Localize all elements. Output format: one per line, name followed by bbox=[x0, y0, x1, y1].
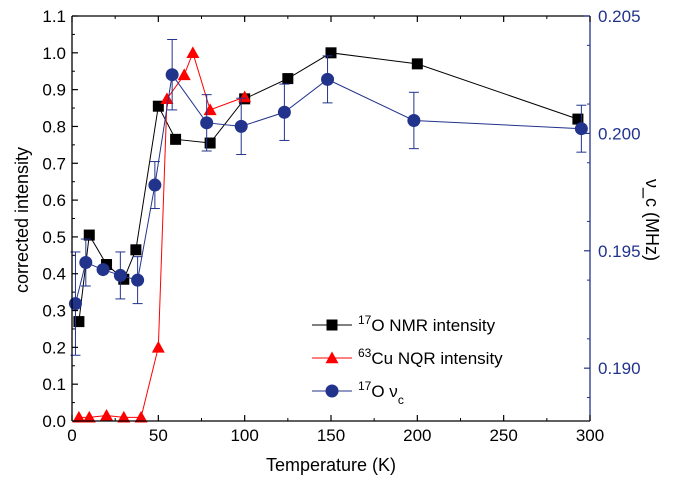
data-point-o17-nmr bbox=[204, 137, 216, 149]
legend: 17O NMR intensity 63Cu NQR intensity 17O ν… bbox=[312, 313, 503, 407]
data-point-cu63-nqr bbox=[203, 103, 217, 116]
y-tick-label-left: 0.5 bbox=[42, 228, 66, 247]
data-point-o17-nmr bbox=[572, 113, 584, 125]
data-point-o17-nmr bbox=[170, 133, 182, 145]
data-point-cu63-nqr bbox=[72, 410, 86, 423]
x-tick-label: 100 bbox=[230, 426, 258, 445]
data-point-o17-nuc bbox=[574, 122, 588, 136]
data-point-o17-nmr bbox=[325, 47, 337, 59]
data-point-o17-nuc bbox=[234, 119, 248, 133]
data-point-o17-nmr bbox=[411, 58, 423, 70]
x-axis-title: Temperature (K) bbox=[266, 455, 396, 475]
data-point-o17-nuc bbox=[131, 273, 145, 287]
data-point-o17-nuc bbox=[113, 268, 127, 282]
data-point-cu63-nqr bbox=[160, 92, 174, 105]
data-point-o17-nuc bbox=[68, 297, 82, 311]
x-tick-label: 250 bbox=[489, 426, 517, 445]
legend-label: 63Cu NQR intensity bbox=[358, 346, 503, 368]
y-tick-label-left: 0.0 bbox=[42, 412, 66, 431]
legend-label: 17O νc bbox=[358, 379, 404, 407]
data-point-o17-nuc bbox=[165, 68, 179, 82]
x-tick-label: 150 bbox=[317, 426, 345, 445]
data-point-o17-nuc bbox=[79, 256, 93, 270]
data-point-o17-nmr bbox=[73, 316, 85, 328]
series-layer bbox=[68, 38, 588, 423]
y-tick-label-left: 1.1 bbox=[42, 7, 66, 26]
y-tick-label-left: 0.3 bbox=[42, 302, 66, 321]
data-point-cu63-nqr bbox=[177, 68, 191, 81]
y-tick-label-left: 0.1 bbox=[42, 375, 66, 394]
x-tick-label: 0 bbox=[67, 426, 76, 445]
data-point-o17-nuc bbox=[277, 105, 291, 119]
series-o17-nuc bbox=[68, 38, 588, 356]
data-point-o17-nmr bbox=[130, 244, 142, 256]
data-point-cu63-nqr bbox=[134, 410, 148, 423]
y-tick-label-left: 0.4 bbox=[42, 265, 66, 284]
data-point-cu63-nqr bbox=[117, 410, 131, 423]
y-tick-label-right: 0.205 bbox=[598, 7, 641, 26]
legend-label: 17O NMR intensity bbox=[358, 313, 496, 335]
y-tick-label-right: 0.195 bbox=[598, 242, 641, 261]
data-point-cu63-nqr bbox=[151, 340, 165, 353]
y-tick-label-left: 0.7 bbox=[42, 154, 66, 173]
data-point-cu63-nqr bbox=[186, 46, 200, 59]
data-point-o17-nuc bbox=[321, 72, 335, 86]
y-axis-title-right: ν_c (MHz) bbox=[641, 179, 662, 261]
data-point-o17-nuc bbox=[148, 178, 162, 192]
y-axis-title-left: corrected intensity bbox=[12, 147, 32, 293]
data-point-o17-nuc bbox=[200, 116, 214, 130]
legend-marker bbox=[326, 319, 338, 331]
data-point-o17-nmr bbox=[83, 229, 95, 241]
data-point-o17-nmr bbox=[282, 73, 294, 85]
x-tick-label: 50 bbox=[149, 426, 168, 445]
axes: 0 50 100 150 200 250 300 0.0 0.1 0.2 0.3 0.4 0.5 0.6 0… bbox=[42, 7, 640, 445]
data-point-o17-nuc bbox=[407, 113, 421, 127]
legend-marker bbox=[325, 351, 339, 364]
y-tick-label-left: 0.9 bbox=[42, 81, 66, 100]
y-tick-label-left: 0.6 bbox=[42, 191, 66, 210]
y-tick-label-left: 1.0 bbox=[42, 44, 66, 63]
data-point-cu63-nqr bbox=[100, 408, 114, 421]
y-tick-label-left: 0.2 bbox=[42, 338, 66, 357]
series-cu63-nqr bbox=[72, 46, 252, 423]
legend-item-o17-nmr: 17O NMR intensity bbox=[312, 313, 496, 335]
y-tick-label-right: 0.190 bbox=[598, 359, 641, 378]
data-point-cu63-nqr bbox=[82, 410, 96, 423]
x-tick-label: 300 bbox=[576, 426, 604, 445]
legend-marker bbox=[325, 384, 339, 398]
legend-item-o17-nuc: 17O νc bbox=[312, 379, 404, 407]
x-tick-label: 200 bbox=[403, 426, 431, 445]
y-tick-label-left: 0.8 bbox=[42, 117, 66, 136]
legend-item-cu63-nqr: 63Cu NQR intensity bbox=[312, 346, 503, 368]
data-point-o17-nuc bbox=[96, 263, 110, 277]
data-point-o17-nmr bbox=[152, 100, 164, 112]
y-tick-label-right: 0.200 bbox=[598, 124, 641, 143]
